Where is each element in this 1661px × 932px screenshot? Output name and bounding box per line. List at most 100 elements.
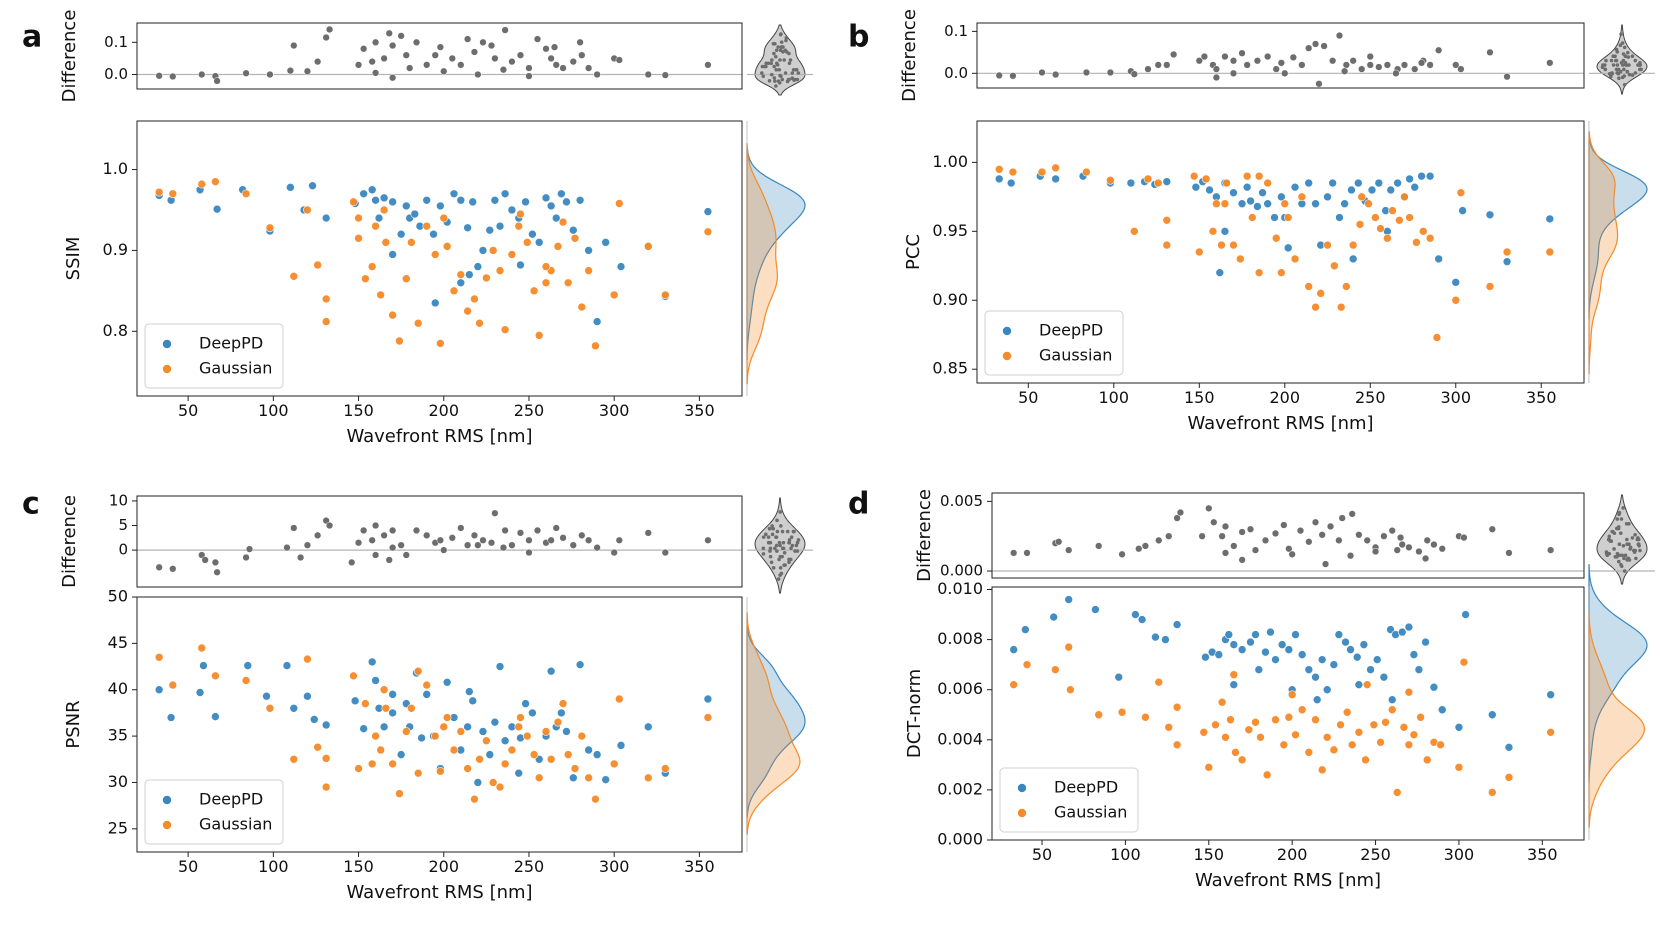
difference-point [371, 551, 380, 559]
difference-point [1229, 57, 1238, 65]
difference-point [1296, 526, 1305, 535]
deeppd-point [1417, 171, 1426, 181]
difference-point [1488, 525, 1496, 533]
gaussian-point [514, 722, 524, 732]
legend-label-deeppd: DeepPD [1039, 321, 1103, 340]
gaussian-point [1251, 717, 1260, 727]
difference-subplot: 0.000 0.005 Difference [914, 489, 1655, 585]
deeppd-point [1283, 243, 1293, 253]
deeppd-point [1126, 178, 1136, 188]
deeppd-point [367, 657, 377, 667]
difference-point [313, 531, 322, 540]
swarm-point [778, 32, 783, 37]
difference-violin [747, 497, 813, 594]
difference-point [296, 553, 305, 562]
gaussian-point [1022, 660, 1032, 669]
y-axis-label: SSIM [63, 237, 84, 281]
gaussian-point [407, 703, 416, 713]
y-tick-label: 0.010 [937, 579, 983, 598]
panel-d: d 0.000 0.005 Difference 50 100 150 200 250 300 35… [848, 487, 1655, 891]
difference-point [1205, 504, 1213, 512]
swarm-point [764, 61, 768, 66]
deeppd-point [541, 193, 551, 203]
gaussian-point [265, 223, 275, 233]
difference-point [1173, 514, 1181, 522]
gaussian-point [388, 310, 397, 320]
swarm-point [1630, 54, 1635, 59]
difference-point [1398, 540, 1406, 549]
swarm-point [787, 557, 791, 562]
gaussian-point [1284, 712, 1294, 722]
swarm-point [1625, 537, 1629, 542]
main-subplot: 50 100 150 200 250 300 350 25 30 35 40 45 50 Wavefron… [63, 587, 743, 903]
deeppd-point [1335, 213, 1344, 222]
deeppd-point [1354, 680, 1364, 689]
swarm-point [779, 524, 783, 528]
swarm-point [781, 540, 786, 545]
difference-point [1411, 65, 1419, 73]
swarm-point [795, 549, 800, 553]
deeppd-point [456, 195, 466, 205]
difference-point [470, 531, 479, 540]
gaussian-point [1297, 705, 1307, 715]
swarm-point [791, 67, 796, 72]
x-tick-label: 300 [1444, 845, 1475, 864]
difference-point [303, 541, 312, 549]
gaussian-point [1422, 755, 1432, 765]
swarm-point [1622, 45, 1627, 50]
y-tick-label: 0.006 [937, 679, 983, 698]
difference-point [547, 54, 555, 63]
gaussian-point [1172, 702, 1182, 712]
difference-point [360, 45, 368, 53]
gaussian-point [439, 722, 449, 732]
swarm-point [1636, 542, 1641, 547]
difference-point [1546, 59, 1554, 67]
gaussian-point [577, 302, 587, 312]
gaussian-point [1194, 247, 1204, 257]
difference-point [1135, 545, 1143, 553]
swarm-point [789, 535, 794, 539]
swarm-point [768, 549, 772, 553]
swarm-point [770, 524, 774, 528]
deeppd-point [1393, 178, 1402, 188]
gaussian-point [534, 773, 544, 783]
difference-point [1452, 61, 1460, 69]
difference-point [1383, 61, 1392, 69]
gaussian-point [1189, 171, 1199, 181]
gaussian-point [430, 250, 440, 259]
difference-point [1400, 61, 1409, 69]
swarm-point [796, 71, 801, 75]
gaussian-point [1217, 697, 1227, 707]
swarm-point [771, 526, 776, 531]
swarm-point [1620, 41, 1625, 45]
swarm-point [1607, 534, 1612, 539]
difference-point [1253, 57, 1262, 65]
legend-label-deeppd: DeepPD [199, 790, 263, 809]
gaussian-point [488, 246, 498, 255]
swarm-point [1618, 43, 1623, 48]
marginal-kde [746, 121, 806, 396]
x-tick-label: 100 [258, 401, 289, 420]
gaussian-point [1404, 687, 1414, 697]
gaussian-point [609, 290, 619, 300]
gaussian-point [289, 754, 299, 764]
difference-point [1065, 546, 1073, 554]
y-tick-label: 0.9 [103, 240, 128, 259]
swarm-point [1627, 72, 1632, 77]
gaussian-point [1400, 192, 1409, 202]
swarm-point [794, 543, 799, 548]
swarm-point [1610, 529, 1615, 534]
deeppd-point [521, 197, 530, 207]
deeppd-point [1304, 178, 1314, 188]
difference-point [436, 536, 445, 544]
gaussian-point [1311, 715, 1320, 725]
swarm-point [1603, 67, 1608, 72]
gaussian-point [442, 713, 452, 722]
difference-point [1009, 72, 1017, 80]
deeppd-point [1334, 630, 1344, 639]
deeppd-point [463, 722, 472, 732]
difference-point [1380, 532, 1388, 540]
difference-point [1221, 549, 1230, 557]
gaussian-point [407, 238, 416, 247]
panel-label: b [848, 20, 869, 55]
